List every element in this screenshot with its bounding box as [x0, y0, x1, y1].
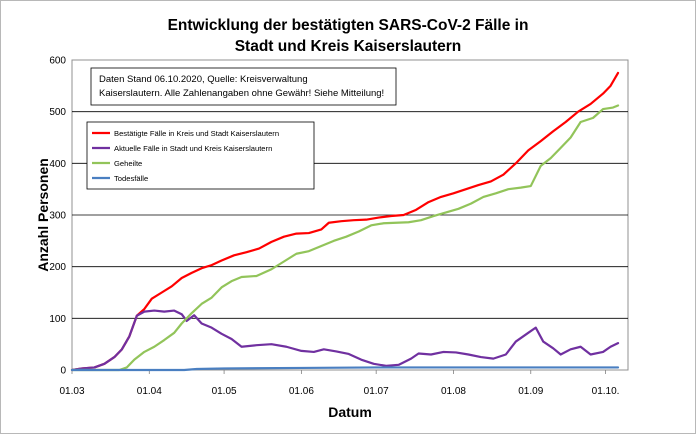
- y-tick-label: 300: [49, 211, 66, 222]
- annotation-frame: [90, 67, 397, 106]
- y-tick-label: 600: [49, 56, 66, 67]
- legend: Bestätigte Fälle in Kreis und Stadt Kais…: [86, 121, 315, 190]
- chart-title-line-2: Stadt und Kreis Kaiserslautern: [235, 38, 462, 55]
- legend-label-todesfaelle: Todesfälle: [114, 174, 148, 183]
- series-line-geheilte: [70, 104, 620, 372]
- annotation-line-1: Daten Stand 06.10.2020, Quelle: Kreisver…: [99, 74, 308, 85]
- x-tick-label: 01.07: [364, 386, 389, 397]
- x-tick-label: 01.10.: [592, 386, 620, 397]
- legend-label-geheilte: Geheilte: [114, 159, 142, 168]
- x-tick-label: 01.09: [518, 386, 543, 397]
- y-tick-label: 0: [60, 366, 66, 377]
- series-line-todesfaelle: [70, 366, 620, 372]
- chart-title-line-1: Entwicklung der bestätigten SARS-CoV-2 F…: [168, 17, 529, 34]
- annotation-box: Daten Stand 06.10.2020, Quelle: Kreisver…: [90, 67, 397, 106]
- x-tick-label: 01.06: [289, 386, 314, 397]
- y-tick-label: 400: [49, 159, 66, 170]
- y-tick-label: 200: [49, 262, 66, 273]
- series-line-bestaetigte: [70, 71, 620, 372]
- x-tick-label: 01.05: [212, 386, 237, 397]
- x-tick-label: 01.08: [441, 386, 466, 397]
- y-tick-label: 500: [49, 107, 66, 118]
- y-axis-ticks: 0 100 200 300 400 500 600: [49, 56, 66, 377]
- series-line-aktuelle: [70, 309, 620, 372]
- x-tick-label: 01.03: [59, 386, 84, 397]
- x-axis-ticks: 01.03 01.04 01.05 01.06 01.07 01.08 01.09 01.10…: [59, 370, 619, 397]
- y-axis-title: Anzahl Personen: [35, 158, 51, 272]
- y-tick-label: 100: [49, 314, 66, 325]
- x-axis-title: Datum: [328, 404, 372, 420]
- legend-label-aktuelle: Aktuelle Fälle in Stadt und Kreis Kaiser…: [114, 144, 272, 153]
- series-lines: [70, 71, 620, 372]
- x-tick-label: 01.04: [137, 386, 162, 397]
- annotation-line-2: Kaiserslautern. Alle Zahlenangaben ohne …: [99, 88, 384, 99]
- legend-frame: [86, 121, 315, 190]
- legend-label-bestaetigte: Bestätigte Fälle in Kreis und Stadt Kais…: [114, 129, 279, 138]
